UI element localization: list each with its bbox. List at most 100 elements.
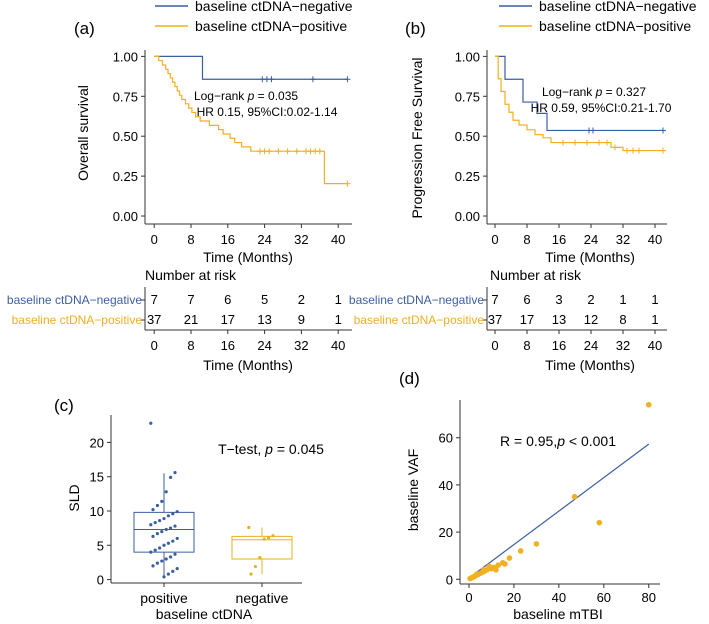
- data-point-positive: [160, 529, 164, 534]
- legend-positive-label: baseline ctDNA−positive: [539, 18, 691, 34]
- data-point-negative: [249, 572, 253, 576]
- data-point-positive: [155, 503, 159, 508]
- y-tick-label: 0.50: [455, 129, 480, 144]
- legend-negative-label: baseline ctDNA−negative: [539, 0, 697, 14]
- scatter-point: [480, 567, 487, 573]
- risk-count: 3: [555, 292, 562, 307]
- censor-mark-positive: [293, 148, 300, 155]
- data-point-positive: [164, 557, 168, 561]
- risk-x-tick-label: 24: [257, 338, 271, 353]
- risk-count: 1: [335, 292, 342, 307]
- y-tick-label: 0.75: [113, 89, 138, 104]
- data-point-positive: [162, 575, 166, 579]
- risk-count: 2: [298, 292, 305, 307]
- censor-mark-negative: [344, 76, 351, 83]
- data-point-positive: [173, 524, 177, 528]
- panel-a-x-axis-label: Time (Months): [203, 249, 293, 265]
- censor-mark-positive: [596, 139, 602, 146]
- panel-c-box-plot: (c) SLD 0 5 10 15 20 positive negative T−test,…: [54, 396, 324, 622]
- data-point-positive: [166, 541, 170, 545]
- x-tick-label: 8: [187, 232, 194, 247]
- risk-count: 17: [221, 312, 235, 327]
- y-tick-label: 0.25: [113, 169, 138, 184]
- panel-b-label: (b): [405, 19, 426, 38]
- risk-count: 2: [587, 292, 594, 307]
- x-tick-label: 16: [221, 232, 235, 247]
- data-point-positive: [171, 512, 175, 516]
- data-point-positive: [166, 514, 170, 518]
- x-tick-label: 32: [616, 232, 630, 247]
- scatter-point: [502, 561, 508, 567]
- data-point-negative: [253, 564, 257, 569]
- risk-count: 9: [298, 312, 305, 327]
- legend-negative-label: baseline ctDNA−negative: [195, 0, 353, 14]
- censor-mark-positive: [344, 180, 351, 187]
- risk-count: 37: [488, 312, 502, 327]
- panel-b-x-axis-label: Time (Months): [545, 249, 635, 265]
- risk-count: 7: [151, 292, 158, 307]
- risk-row-label-negative: baseline ctDNA−negative: [349, 293, 484, 307]
- x-tick-label-positive: positive: [140, 590, 188, 606]
- x-tick-label: 0: [151, 232, 158, 247]
- data-point-positive: [162, 543, 166, 547]
- y-tick-label: 10: [90, 504, 104, 519]
- y-tick-label: 60: [439, 431, 453, 446]
- y-tick-label: 1.00: [455, 49, 480, 64]
- scatter-point: [493, 567, 499, 573]
- panel-c-plot-area: 0 5 10 15 20 positive negative: [90, 415, 302, 606]
- panel-b-legend: baseline ctDNA−negative baseline ctDNA−p…: [499, 0, 697, 34]
- censor-mark-negative: [268, 76, 275, 83]
- risk-x-tick-label: 40: [331, 338, 345, 353]
- data-point-positive: [155, 532, 159, 536]
- y-tick-label: 40: [439, 478, 453, 493]
- panel-a-risk-x-axis-label: Time (Months): [203, 357, 293, 373]
- scatter-point: [517, 548, 524, 554]
- x-tick-label: 60: [597, 590, 611, 605]
- data-point-negative: [262, 537, 266, 541]
- y-tick-label: 5: [97, 538, 104, 553]
- box-negative: [231, 535, 293, 560]
- x-tick-label: 32: [294, 232, 308, 247]
- data-point-positive: [169, 555, 173, 559]
- censor-mark-positive: [266, 148, 273, 155]
- y-tick-label: 0.00: [113, 209, 138, 224]
- panel-b-logrank-annotation: Log−rank p = 0.327: [542, 85, 646, 99]
- y-tick-label: 20: [439, 525, 453, 540]
- x-tick-label: 8: [523, 232, 530, 247]
- panel-b-y-axis-label: Progression Free Survival: [409, 57, 425, 218]
- data-point-positive: [158, 546, 162, 550]
- y-tick-label: 0.25: [455, 169, 480, 184]
- x-tick-label: 0: [465, 590, 472, 605]
- survival-curve-negative: [495, 55, 663, 132]
- scatter-point: [506, 555, 513, 561]
- scatter-point: [645, 401, 652, 408]
- data-point-positive: [162, 516, 166, 521]
- censor-mark-positive: [584, 139, 590, 146]
- risk-row-label-positive: baseline ctDNA−positive: [354, 313, 485, 327]
- scatter-point: [495, 562, 502, 568]
- data-point-positive: [173, 552, 177, 556]
- scatter-point: [467, 575, 473, 582]
- panel-b-hr-annotation: HR 0.59, 95%CI:0.21-1.70: [531, 101, 672, 115]
- risk-x-tick-label: 40: [648, 338, 662, 353]
- censor-mark-positive: [284, 148, 291, 155]
- data-point-negative: [267, 536, 271, 540]
- regression-line: [468, 443, 650, 579]
- panel-a-label: (a): [74, 19, 95, 38]
- panel-a-survival-plot: (a) baseline ctDNA−negative baseline ctD…: [7, 0, 353, 373]
- panel-a-risk-title: Number at risk: [145, 267, 237, 283]
- risk-x-tick-label: 8: [523, 338, 530, 353]
- y-tick-label: 0: [446, 572, 453, 587]
- legend-positive-label: baseline ctDNA−positive: [195, 18, 347, 34]
- risk-count: 1: [335, 312, 342, 327]
- censor-mark-negative: [660, 127, 666, 134]
- risk-count: 12: [584, 312, 598, 327]
- censor-mark-positive: [636, 147, 642, 154]
- scatter-point: [533, 541, 540, 547]
- risk-x-tick-label: 32: [294, 338, 308, 353]
- x-tick-label: 40: [648, 232, 662, 247]
- risk-x-tick-label: 32: [616, 338, 630, 353]
- x-tick-label: 40: [331, 232, 345, 247]
- data-point-positive: [149, 523, 153, 527]
